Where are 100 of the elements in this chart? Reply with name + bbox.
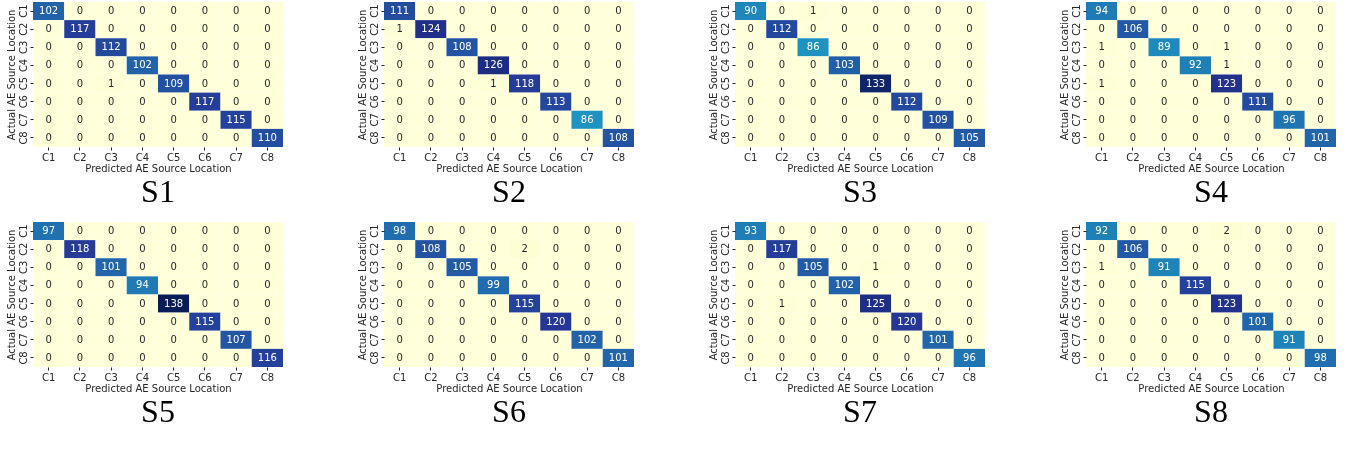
- y-tick-label: C2: [1070, 22, 1082, 36]
- y-tick-label: C4: [368, 278, 380, 293]
- x-tick-label: C7: [580, 151, 594, 163]
- data-label: 0: [170, 131, 177, 143]
- data-label: 0: [809, 333, 817, 345]
- data-label: 0: [201, 59, 209, 71]
- x-tick-label: C6: [1251, 151, 1265, 163]
- data-label: 0: [1223, 279, 1230, 291]
- x-tick-label: C1: [743, 151, 758, 163]
- data-label: 0: [1160, 113, 1168, 125]
- y-tick-label: C7: [17, 333, 29, 347]
- data-label: 0: [170, 113, 177, 125]
- data-label: 0: [458, 59, 466, 71]
- data-label: 0: [458, 333, 466, 345]
- data-label: 0: [458, 225, 466, 237]
- data-label: 0: [427, 95, 435, 107]
- y-tick-label: C1: [17, 4, 29, 18]
- data-label: 0: [872, 333, 879, 345]
- y-tick-label: C2: [719, 242, 731, 256]
- data-label: 0: [201, 279, 209, 291]
- data-label: 0: [583, 261, 591, 273]
- data-label: 117: [70, 23, 90, 35]
- data-label: 0: [107, 243, 115, 255]
- data-label: 0: [583, 243, 591, 255]
- data-label: 0: [521, 95, 528, 107]
- data-label: 0: [521, 41, 528, 53]
- data-label: 0: [521, 225, 528, 237]
- x-tick-label: C1: [1094, 151, 1109, 163]
- data-label: 0: [264, 225, 271, 237]
- data-label: 0: [1160, 5, 1168, 17]
- data-label: 0: [747, 23, 754, 35]
- data-label: 96: [1282, 113, 1296, 125]
- data-label: 0: [966, 23, 973, 35]
- text: S5: [141, 393, 175, 429]
- data-label: 0: [747, 59, 754, 71]
- data-label: 0: [521, 131, 528, 143]
- x-tick-label: C2: [1126, 151, 1140, 163]
- data-label: 0: [1254, 5, 1262, 17]
- data-label: 0: [458, 95, 466, 107]
- data-label: 0: [201, 23, 209, 35]
- data-label: 0: [1129, 333, 1137, 345]
- data-label: 0: [45, 95, 52, 107]
- data-label: 0: [107, 315, 115, 327]
- data-label: 0: [1317, 297, 1324, 309]
- data-label: 0: [139, 131, 146, 143]
- y-tick-label: C3: [17, 40, 29, 54]
- data-label: 0: [232, 351, 240, 363]
- data-label: 126: [483, 59, 503, 71]
- x-tick-label: C3: [806, 151, 820, 163]
- data-label: 0: [45, 351, 52, 363]
- data-label: 0: [458, 77, 466, 89]
- data-label: 0: [201, 5, 209, 17]
- data-label: 0: [903, 279, 911, 291]
- data-label: 0: [615, 297, 622, 309]
- data-label: 0: [841, 95, 848, 107]
- data-label: 0: [45, 23, 52, 35]
- data-label: 0: [809, 113, 817, 125]
- data-label: 0: [201, 297, 209, 309]
- data-label: 0: [1160, 131, 1168, 143]
- data-label: 0: [841, 243, 848, 255]
- data-label: 0: [139, 333, 146, 345]
- data-label: 0: [1285, 279, 1293, 291]
- y-tick-label: C2: [368, 22, 380, 36]
- data-label: 0: [490, 297, 497, 309]
- data-label: 0: [778, 59, 786, 71]
- data-label: 0: [396, 77, 403, 89]
- data-label: 0: [45, 315, 52, 327]
- data-label: 118: [70, 243, 90, 255]
- y-tick-label: C1: [17, 224, 29, 238]
- y-tick-label: C8: [368, 131, 380, 145]
- data-label: 0: [872, 279, 879, 291]
- data-label: 0: [934, 243, 942, 255]
- data-label: 0: [778, 77, 786, 89]
- data-label: 0: [490, 41, 497, 53]
- data-label: 0: [396, 297, 403, 309]
- data-label: 0: [583, 41, 591, 53]
- data-label: 101: [1310, 131, 1330, 143]
- y-tick-label: C7: [1070, 113, 1082, 127]
- data-label: 0: [1192, 41, 1199, 53]
- data-label: 0: [264, 315, 271, 327]
- data-label: 0: [583, 95, 591, 107]
- data-label: 2: [521, 243, 528, 255]
- data-label: 0: [552, 261, 560, 273]
- data-label: 0: [76, 315, 84, 327]
- data-label: 102: [132, 59, 152, 71]
- data-label: 0: [76, 131, 84, 143]
- data-label: 110: [257, 131, 277, 143]
- data-label: 0: [521, 261, 528, 273]
- y-tick-label: C6: [17, 95, 29, 109]
- data-label: 113: [546, 95, 566, 107]
- x-tick-label: C4: [1188, 371, 1203, 383]
- data-label: 109: [164, 77, 184, 89]
- data-label: 0: [1285, 315, 1293, 327]
- data-label: 0: [490, 225, 497, 237]
- data-label: 0: [490, 351, 497, 363]
- data-label: 111: [1248, 95, 1268, 107]
- data-label: 0: [778, 5, 786, 17]
- data-label: 0: [490, 95, 497, 107]
- data-label: 0: [583, 131, 591, 143]
- data-label: 0: [934, 23, 942, 35]
